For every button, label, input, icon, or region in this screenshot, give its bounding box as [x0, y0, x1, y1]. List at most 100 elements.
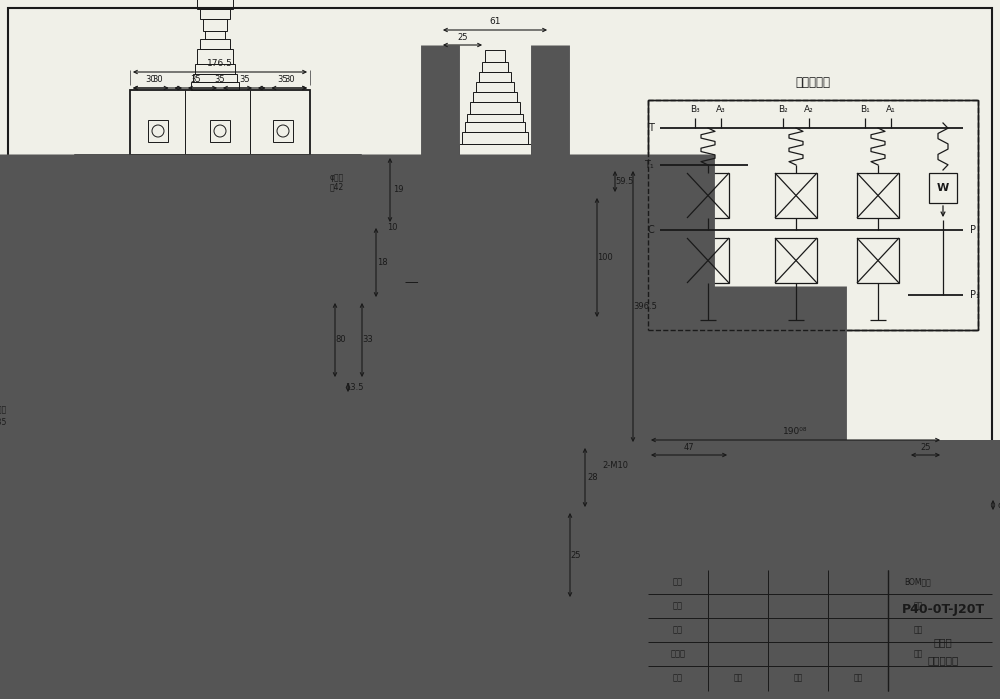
Bar: [687, 173, 729, 218]
Bar: [473, 92, 517, 102]
Text: 高35: 高35: [0, 417, 7, 426]
Bar: [130, 90, 310, 155]
Text: B₁: B₁: [860, 106, 870, 115]
Text: 30: 30: [152, 75, 163, 85]
Bar: [465, 122, 525, 132]
Bar: [648, 570, 992, 691]
Bar: [775, 238, 817, 283]
Bar: [445, 168, 545, 183]
Text: φ10: φ10: [997, 500, 1000, 510]
Text: 30: 30: [145, 75, 156, 85]
Text: 35: 35: [190, 75, 201, 85]
Text: 比例: 比例: [673, 626, 683, 635]
Text: A₃: A₃: [716, 106, 726, 115]
Bar: [550, 290, 578, 350]
Bar: [155, 380, 285, 450]
Bar: [197, 49, 233, 64]
Bar: [203, 19, 227, 31]
Bar: [448, 445, 542, 510]
Bar: [857, 238, 899, 283]
Text: 19: 19: [393, 185, 403, 194]
Bar: [210, 120, 230, 142]
Text: T₁: T₁: [644, 160, 654, 170]
Bar: [485, 50, 505, 62]
Text: 25: 25: [457, 32, 468, 41]
Text: φ螺孔: φ螺孔: [330, 173, 344, 182]
Text: 25: 25: [571, 551, 581, 559]
Bar: [648, 458, 978, 553]
Bar: [200, 39, 230, 49]
Text: 图号: 图号: [673, 577, 683, 586]
Bar: [193, 74, 237, 82]
Bar: [929, 173, 957, 203]
Text: 日期: 日期: [913, 649, 923, 658]
Bar: [908, 497, 943, 513]
Text: B₂: B₂: [778, 106, 788, 115]
Text: 100: 100: [597, 253, 613, 262]
Bar: [205, 31, 225, 39]
Bar: [360, 210, 378, 245]
Bar: [405, 255, 440, 310]
Text: 2-M10: 2-M10: [602, 461, 628, 470]
Text: P40-0T-J20T: P40-0T-J20T: [901, 603, 985, 617]
Text: 30: 30: [284, 75, 295, 85]
Bar: [648, 100, 978, 330]
Bar: [648, 100, 978, 330]
Text: 396.5: 396.5: [633, 302, 657, 311]
Bar: [200, 9, 230, 19]
Bar: [191, 82, 239, 90]
Bar: [943, 501, 971, 509]
Bar: [482, 62, 508, 72]
Text: T: T: [648, 123, 654, 133]
Text: 工程师: 工程师: [670, 649, 686, 658]
Text: 33: 33: [363, 336, 373, 345]
Text: 外形尺寸图: 外形尺寸图: [927, 655, 959, 665]
Text: A₁: A₁: [886, 106, 896, 115]
Bar: [467, 114, 523, 122]
Text: W: W: [937, 183, 949, 193]
Text: 日期: 日期: [673, 674, 683, 682]
Bar: [360, 325, 375, 355]
Text: 47: 47: [684, 442, 694, 452]
Text: 图纸: 图纸: [733, 674, 743, 682]
Bar: [442, 183, 548, 195]
Text: 61: 61: [489, 17, 501, 27]
Text: 图号: 图号: [793, 674, 803, 682]
Text: 材料: 材料: [673, 602, 683, 610]
Bar: [687, 238, 729, 283]
Text: 80: 80: [336, 336, 346, 345]
Bar: [476, 82, 514, 92]
Text: 13.5: 13.5: [345, 383, 363, 392]
Bar: [440, 195, 550, 445]
Text: 高42: 高42: [330, 182, 344, 192]
Text: 35: 35: [239, 75, 250, 85]
Text: C: C: [647, 225, 654, 235]
Text: BOM编号: BOM编号: [905, 577, 931, 586]
Bar: [479, 72, 511, 82]
Text: 176.5: 176.5: [207, 59, 233, 69]
Bar: [775, 173, 817, 218]
Bar: [462, 132, 528, 144]
Text: 35: 35: [277, 75, 288, 85]
Bar: [470, 102, 520, 114]
Text: P: P: [970, 225, 976, 235]
Bar: [456, 156, 534, 168]
Text: P₁: P₁: [970, 290, 980, 300]
Bar: [205, 442, 235, 452]
Text: 10: 10: [387, 224, 397, 233]
Text: 版本: 版本: [853, 674, 863, 682]
Text: 18: 18: [377, 258, 387, 267]
Text: 59.5: 59.5: [616, 177, 634, 186]
Text: 版本: 版本: [913, 626, 923, 635]
Bar: [857, 173, 899, 218]
Text: φ螺孔: φ螺孔: [0, 405, 7, 415]
Bar: [273, 120, 293, 142]
Text: 25: 25: [920, 442, 931, 452]
Text: 35: 35: [215, 75, 225, 85]
Text: 图号: 图号: [913, 602, 923, 610]
Bar: [197, 0, 233, 9]
Text: 多路阀: 多路阀: [934, 637, 952, 647]
Bar: [75, 155, 360, 380]
Bar: [459, 144, 531, 156]
Text: 28: 28: [588, 473, 598, 482]
